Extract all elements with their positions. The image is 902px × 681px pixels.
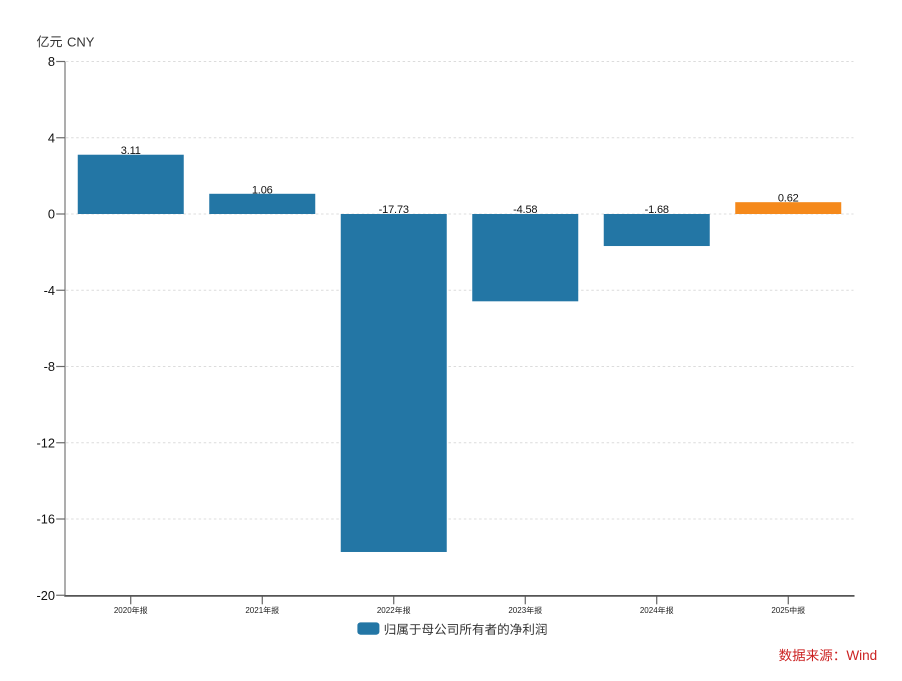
svg-text:1.06: 1.06 (252, 184, 273, 196)
svg-text:2024: 2024 (640, 606, 658, 615)
svg-text:Wind: Wind (846, 648, 877, 663)
svg-text:0.62: 0.62 (778, 193, 799, 205)
svg-text:-17.73: -17.73 (379, 204, 409, 216)
svg-text:-20: -20 (37, 588, 56, 603)
svg-text:-8: -8 (44, 359, 55, 374)
svg-text:2023: 2023 (508, 606, 526, 615)
svg-text:4: 4 (48, 130, 55, 145)
svg-text:2020: 2020 (114, 606, 132, 615)
svg-text:-12: -12 (37, 435, 56, 450)
svg-text:2025: 2025 (771, 606, 789, 615)
svg-text:0: 0 (48, 207, 55, 222)
svg-text:8: 8 (48, 54, 55, 69)
svg-text:-4: -4 (44, 283, 55, 298)
svg-text:2021: 2021 (245, 606, 263, 615)
svg-text:3.11: 3.11 (121, 145, 141, 157)
svg-text:-16: -16 (37, 512, 56, 527)
svg-text:-1.68: -1.68 (645, 204, 669, 216)
svg-text:2022: 2022 (377, 606, 395, 615)
svg-text:-4.58: -4.58 (513, 204, 537, 216)
svg-text:CNY: CNY (67, 34, 95, 49)
